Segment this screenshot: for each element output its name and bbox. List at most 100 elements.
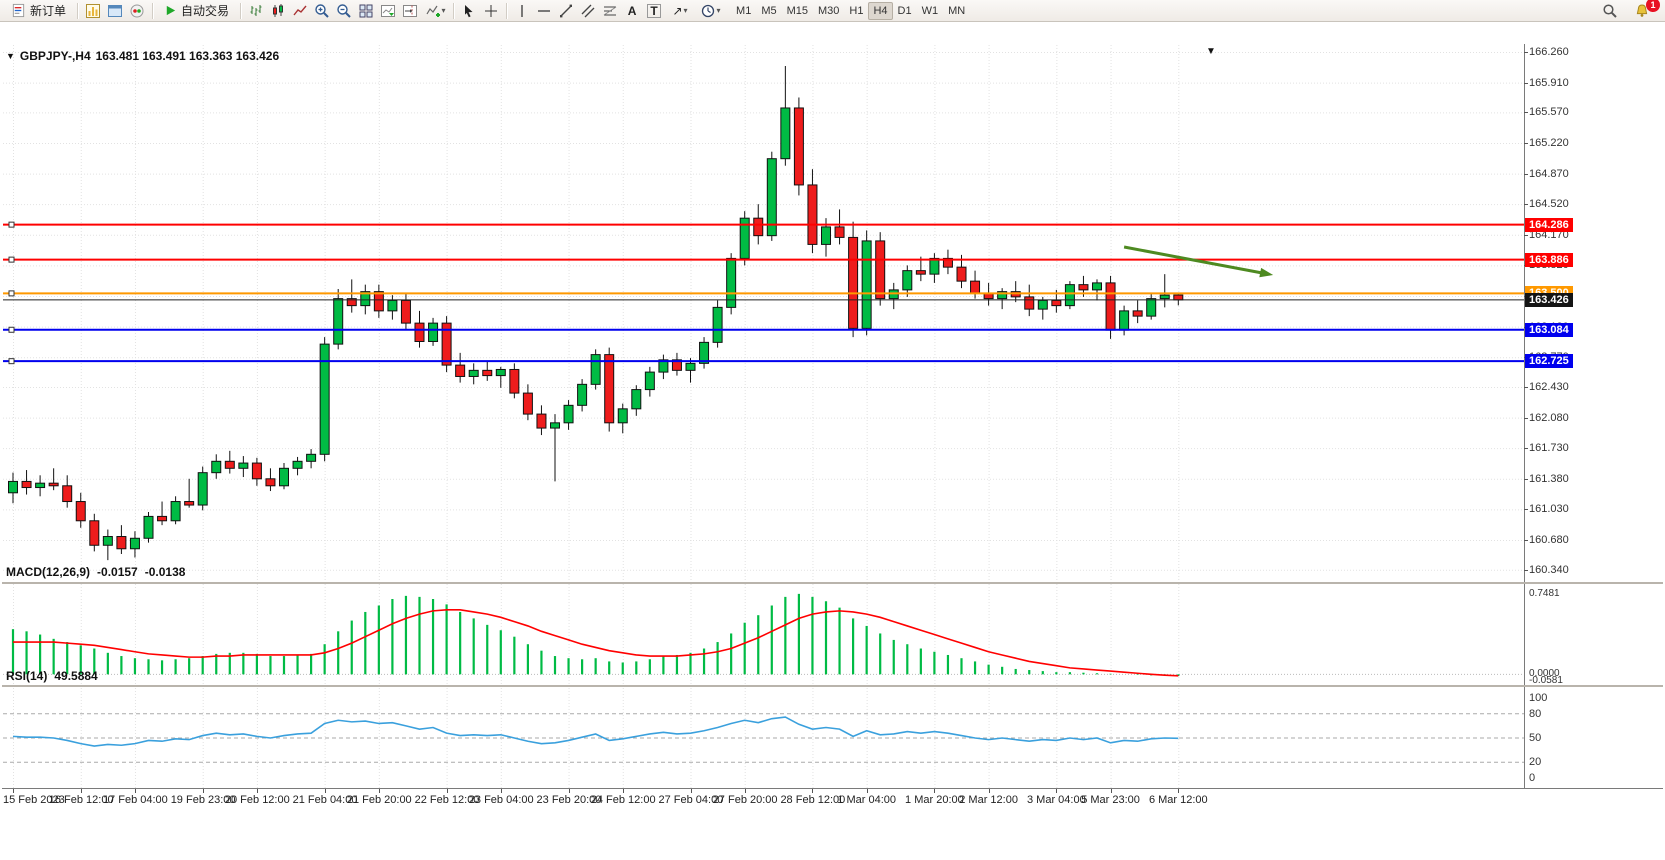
vertical-line-button[interactable]	[511, 1, 533, 20]
chart-ohlc-readout: 163.481 163.491 163.363 163.426	[95, 49, 280, 63]
line-anchor-handle[interactable]	[8, 326, 15, 333]
candle	[373, 291, 384, 312]
label-tool-button[interactable]: T	[643, 1, 665, 20]
line-anchor-handle[interactable]	[8, 358, 15, 365]
trendline-button[interactable]	[555, 1, 577, 20]
timeframe-w1-button[interactable]: W1	[917, 2, 944, 20]
line-anchor-handle[interactable]	[8, 256, 15, 263]
bars-chart-button[interactable]	[245, 1, 267, 20]
panel-divider[interactable]	[2, 582, 1663, 584]
candle	[821, 226, 831, 245]
rsi-value: 49.5884	[54, 669, 98, 683]
auto-trading-label: 自动交易	[181, 4, 230, 18]
new-order-button[interactable]: 新订单	[4, 0, 73, 21]
timeframe-m30-button[interactable]: M30	[813, 2, 844, 20]
candle	[157, 515, 168, 522]
bars-chart-icon	[250, 4, 262, 16]
clock-icon	[701, 4, 714, 17]
new-chart-icon	[86, 3, 101, 18]
terminal-window: 新订单	[0, 0, 1665, 838]
auto-scroll-button[interactable]	[377, 1, 399, 20]
price-chart-canvas[interactable]	[3, 45, 1524, 582]
candle	[251, 462, 262, 480]
zoom-out-button[interactable]	[333, 1, 355, 20]
candle	[265, 478, 276, 487]
line-chart-button[interactable]	[289, 1, 311, 20]
candle	[550, 422, 560, 429]
line-anchor-handle[interactable]	[8, 290, 15, 297]
crosshair-button[interactable]	[480, 1, 502, 20]
candle	[346, 298, 357, 307]
cursor-button[interactable]	[458, 1, 480, 20]
toolbar-right-group: 1	[1599, 0, 1661, 20]
candle	[319, 343, 330, 455]
panel-divider[interactable]	[2, 685, 1663, 687]
candle	[468, 369, 479, 377]
candle	[536, 413, 547, 429]
indicators-button[interactable]: ▾	[421, 1, 449, 20]
community-icon	[130, 4, 144, 17]
candles-layer	[8, 65, 1184, 561]
rsi-line	[12, 716, 1179, 747]
candle	[807, 184, 818, 245]
vertical-grid	[13, 45, 1180, 582]
search-button[interactable]	[1599, 1, 1621, 20]
candles-chart-button[interactable]	[267, 1, 289, 20]
candle	[590, 354, 601, 385]
chevron-down-icon: ▾	[683, 6, 688, 15]
candle	[455, 364, 466, 377]
candle	[753, 217, 764, 237]
toolbar-separator	[240, 2, 242, 19]
new-chart-button[interactable]	[82, 1, 104, 20]
notifications-button[interactable]: 1	[1631, 0, 1660, 20]
candle	[441, 322, 452, 366]
one-click-trading-toggle[interactable]: ▼	[6, 51, 15, 61]
auto-trading-play-icon	[166, 5, 176, 16]
arrows-dropdown-button[interactable]: ↗ ▾	[665, 1, 695, 20]
candle	[224, 460, 235, 469]
new-order-icon	[12, 3, 25, 18]
profiles-button[interactable]	[104, 1, 126, 20]
trend-arrow-object[interactable]	[1123, 245, 1265, 275]
clock-button[interactable]: ▾	[695, 1, 725, 20]
chart-window: ▼ GBPJPY-,H4 163.481 163.491 163.363 163…	[0, 22, 1665, 838]
toolbar-separator	[453, 2, 455, 19]
time-axis[interactable]	[2, 788, 1663, 813]
tile-windows-button[interactable]	[355, 1, 377, 20]
zoom-in-button[interactable]	[311, 1, 333, 20]
line-anchor-handle[interactable]	[8, 221, 15, 228]
chart-shift-button[interactable]	[399, 1, 421, 20]
candle	[48, 482, 59, 487]
candle	[8, 480, 18, 494]
candle	[184, 501, 195, 506]
fibonacci-button[interactable]	[599, 1, 621, 20]
chart-header: ▼ GBPJPY-,H4 163.481 163.491 163.363 163…	[6, 49, 279, 63]
cursor-icon	[465, 4, 473, 17]
candle	[102, 536, 113, 546]
timeframe-mn-button[interactable]: MN	[943, 2, 970, 20]
candle	[360, 291, 371, 307]
text-tool-button[interactable]: A	[621, 1, 643, 20]
auto-trading-button[interactable]: 自动交易	[157, 0, 236, 21]
macd-panel-canvas[interactable]	[3, 584, 1524, 684]
timeframe-h4-button[interactable]: H4	[868, 1, 893, 20]
horizontal-grid	[3, 51, 1524, 571]
channel-button[interactable]	[577, 1, 599, 20]
price-scale[interactable]	[1524, 44, 1665, 788]
timeframe-m5-button[interactable]: M5	[756, 2, 781, 20]
timeframe-m1-button[interactable]: M1	[731, 2, 756, 20]
timeframe-h1-button[interactable]: H1	[844, 2, 868, 20]
candle	[970, 280, 981, 294]
rsi-panel-canvas[interactable]	[3, 688, 1524, 788]
timeframe-d1-button[interactable]: D1	[893, 2, 917, 20]
label-icon: T	[647, 3, 661, 18]
chart-shift-marker[interactable]: ▼	[1206, 46, 1216, 57]
candle	[522, 392, 533, 415]
community-button[interactable]	[126, 1, 148, 20]
candle	[834, 226, 845, 238]
timeframe-m15-button[interactable]: M15	[782, 2, 813, 20]
horizontal-line-button[interactable]	[533, 1, 555, 20]
candle	[766, 158, 777, 237]
candle	[658, 359, 669, 373]
candle	[780, 107, 791, 160]
